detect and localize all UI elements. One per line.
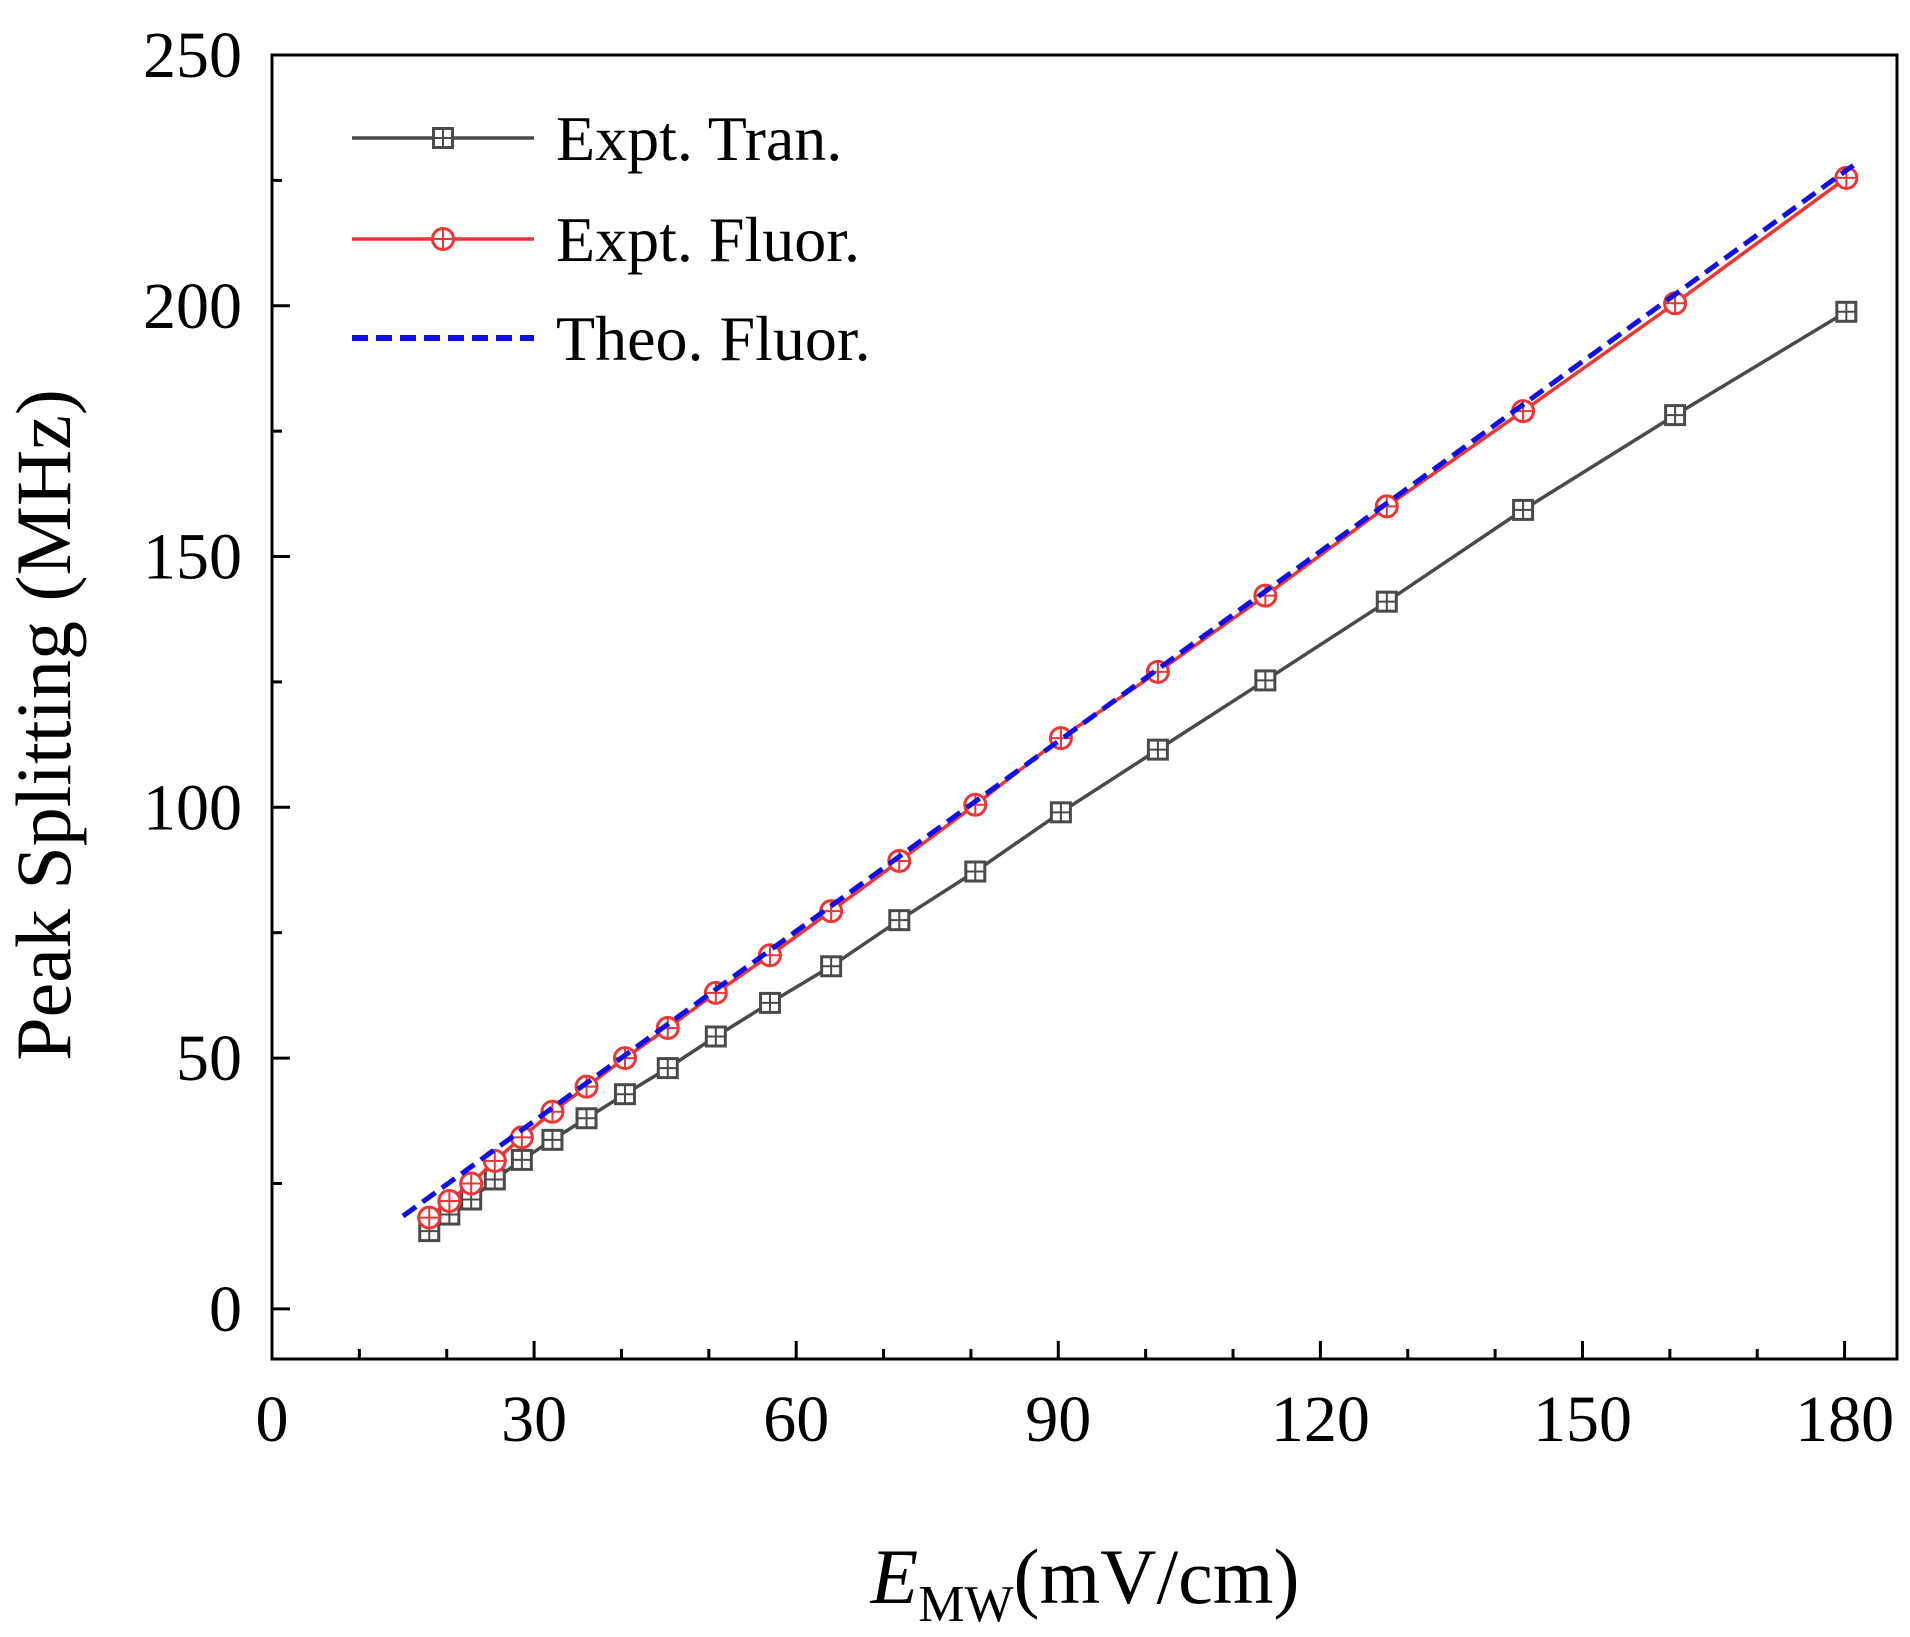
data-point-expt-tran <box>483 1168 506 1191</box>
legend-label-expt-tran: Expt. Tran. <box>556 103 842 174</box>
data-point-expt-tran <box>613 1083 636 1106</box>
data-point-expt-fluor <box>963 792 988 817</box>
legend-marker-expt-fluor <box>431 227 455 251</box>
data-point-expt-tran <box>656 1057 679 1080</box>
data-point-expt-fluor <box>540 1099 565 1124</box>
y-axis-title: Peak Splitting (MHz) <box>0 389 87 1061</box>
axes-layer: 0 30 60 90 120 150 180 0 50 100 150 200 250 <box>143 19 1899 1456</box>
series-line-expt-tran <box>428 310 1848 1233</box>
y-tick-label: 100 <box>143 771 242 844</box>
data-point-expt-tran <box>704 1025 727 1048</box>
data-point-expt-tran <box>1835 300 1858 323</box>
series-line-theo-fluor <box>401 163 1855 1219</box>
data-point-expt-fluor <box>459 1171 484 1196</box>
data-point-expt-tran <box>510 1148 533 1171</box>
data-point-expt-tran <box>1375 590 1398 613</box>
legend-label-expt-fluor: Expt. Fluor. <box>556 204 860 275</box>
y-tick-label: 0 <box>209 1273 242 1346</box>
x-axis-title: EMW(mV/cm) <box>870 1533 1300 1633</box>
data-point-expt-tran <box>1512 498 1535 521</box>
plot-frame <box>270 53 1899 1361</box>
series-layer <box>401 163 1859 1243</box>
data-point-expt-tran <box>1254 669 1277 692</box>
x-tick-label: 0 <box>256 1383 289 1456</box>
data-point-expt-tran <box>1049 801 1072 824</box>
data-point-expt-tran <box>1664 404 1687 427</box>
data-point-expt-fluor <box>655 1015 680 1040</box>
data-point-expt-fluor <box>437 1189 462 1214</box>
legend-entry-expt-fluor: Expt. Fluor. <box>352 204 860 275</box>
legend-entry-expt-tran: Expt. Tran. <box>352 103 842 174</box>
x-axis-title-main: E <box>870 1533 919 1620</box>
data-point-expt-fluor <box>417 1205 442 1230</box>
y-tick-label: 50 <box>176 1022 242 1095</box>
x-tick-label: 150 <box>1533 1383 1632 1456</box>
x-axis-title-unit: (mV/cm) <box>1014 1533 1300 1620</box>
x-tick-label: 180 <box>1795 1383 1894 1456</box>
x-axis-title-sub: MW <box>918 1576 1013 1633</box>
data-point-expt-tran <box>1146 738 1169 761</box>
legend-marker-expt-tran <box>432 127 454 149</box>
data-point-expt-tran <box>575 1107 598 1130</box>
x-tick-label: 60 <box>763 1383 829 1456</box>
y-tick-label: 150 <box>143 521 242 594</box>
legend: Expt. Tran. Expt. Fluor. Theo. Fluor. <box>352 103 871 374</box>
data-point-expt-tran <box>820 955 843 978</box>
data-point-expt-tran <box>758 991 781 1014</box>
legend-entry-theo-fluor: Theo. Fluor. <box>352 303 871 374</box>
legend-label-theo-fluor: Theo. Fluor. <box>556 303 871 374</box>
series-expt-tran <box>418 300 1858 1243</box>
data-point-expt-tran <box>964 860 987 883</box>
y-tick-label: 200 <box>143 270 242 343</box>
data-point-expt-tran <box>888 909 911 932</box>
x-tick-label: 120 <box>1271 1383 1370 1456</box>
x-tick-label: 90 <box>1025 1383 1091 1456</box>
series-theo-fluor <box>401 163 1855 1219</box>
data-point-expt-tran <box>541 1128 564 1151</box>
y-tick-label: 250 <box>143 19 242 92</box>
x-tick-label: 30 <box>501 1383 567 1456</box>
